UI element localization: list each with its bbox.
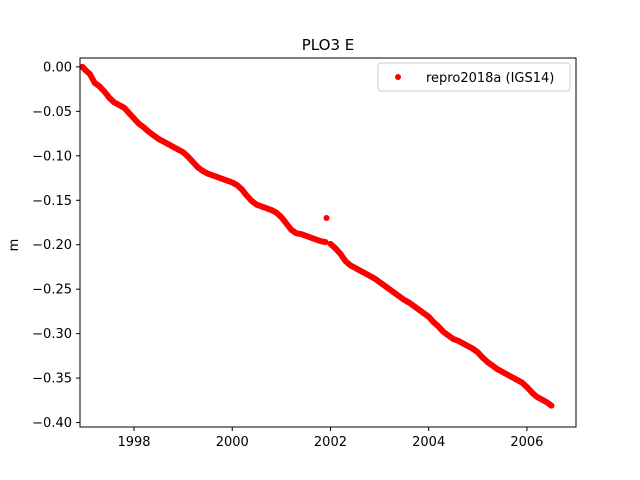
- data-point: [322, 239, 329, 246]
- y-axis-label: m: [7, 239, 22, 252]
- y-tick-label: −0.25: [32, 283, 72, 298]
- data-point: [323, 215, 330, 222]
- x-tick-label: 2006: [510, 435, 543, 450]
- data-point: [548, 402, 555, 409]
- y-tick-label: −0.15: [32, 194, 72, 209]
- y-tick-label: −0.10: [32, 149, 72, 164]
- x-tick-label: 2002: [314, 435, 347, 450]
- x-tick-label: 2004: [412, 435, 445, 450]
- y-tick-label: −0.05: [32, 105, 72, 120]
- y-tick-label: −0.35: [32, 372, 72, 387]
- y-tick-label: −0.40: [32, 416, 72, 431]
- legend: repro2018a (IGS14): [377, 62, 571, 92]
- legend-label: repro2018a (IGS14): [426, 71, 554, 86]
- y-tick-label: −0.30: [32, 327, 72, 342]
- legend-marker: [395, 74, 401, 80]
- chart-title: PLO3 E: [302, 36, 354, 54]
- y-tick-label: −0.20: [32, 238, 72, 253]
- x-tick-label: 1998: [117, 435, 150, 450]
- legend-frame: [377, 62, 571, 92]
- y-tick-label: 0.00: [43, 60, 72, 75]
- plot-frame: [79, 57, 577, 428]
- plot-area: 1998 2000 2002 2004 2006 0.00 −0.05 −0.10 −0.15 −…: [32, 57, 577, 450]
- x-tick-label: 2000: [216, 435, 249, 450]
